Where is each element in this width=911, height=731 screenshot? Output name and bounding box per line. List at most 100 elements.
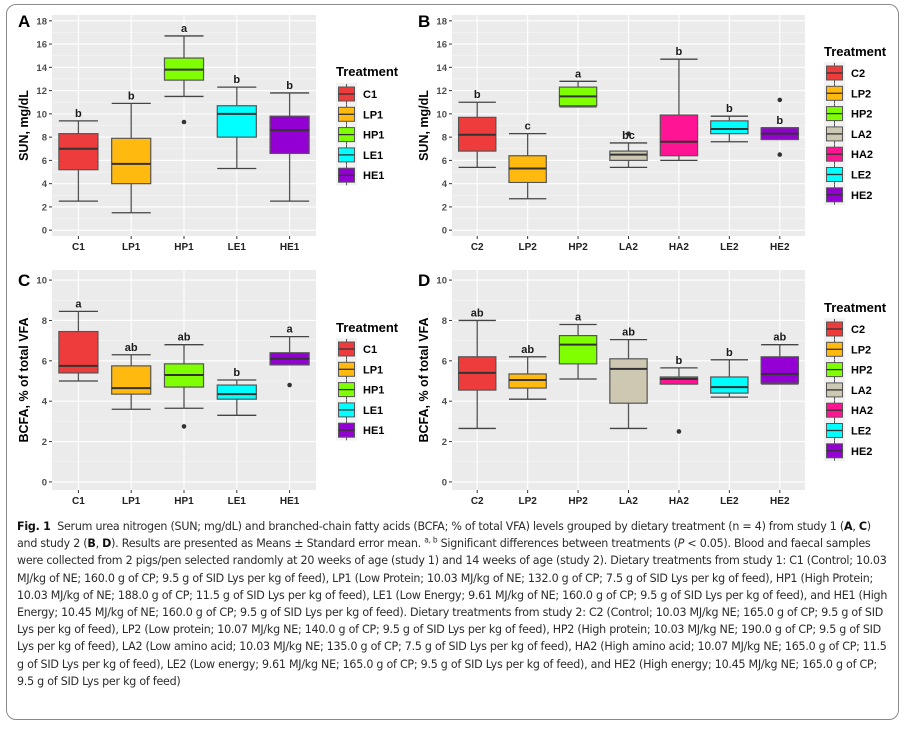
box-he2: ab (760, 332, 800, 385)
legend-item-lp2: LP2 (826, 83, 871, 104)
legend-item-label: LP2 (851, 88, 871, 100)
legend-item-label: C2 (851, 324, 865, 336)
panel-letter: A (18, 12, 30, 31)
box-iqr (111, 365, 152, 395)
legend-item-label: HP2 (851, 365, 872, 377)
y-tick-label: 10 (436, 109, 447, 120)
panel-b: 0 2 4 6 8 10 12 14 16 18 C2 LP2 HP2 LA2 HA2 LE2 HE2 B SUN,… (417, 12, 887, 253)
legend-item-hp1: HP1 (338, 124, 384, 145)
significance-letter: c (525, 121, 531, 133)
y-tick-label: 6 (442, 156, 447, 167)
legend-item-label: HP1 (363, 385, 384, 397)
legend-item-label: HE1 (363, 170, 384, 182)
significance-letter: a (287, 324, 294, 336)
box-c2: b (457, 89, 497, 169)
x-tick-label: C1 (72, 242, 85, 253)
y-tick-label: 6 (42, 156, 47, 167)
caption-bold-a: A (843, 520, 853, 533)
legend-item-he2: HE2 (826, 440, 872, 461)
box-la2: ab (609, 327, 648, 430)
legend-title: Treatment (336, 64, 399, 79)
significance-letter: ab (471, 307, 484, 319)
legend-item-ha2: HA2 (826, 144, 873, 165)
legend-item-la2: LA2 (826, 379, 872, 400)
y-tick-label: 0 (42, 226, 47, 237)
legend-item-c2: C2 (826, 63, 865, 83)
box-le2: b (710, 347, 749, 398)
y-axis-label: SUN, mg/dL (417, 90, 431, 161)
legend-item-hp2: HP2 (826, 103, 872, 124)
legend-item-label: C2 (851, 68, 865, 80)
box-le2: b (710, 103, 749, 143)
significance-letter: a (181, 23, 188, 35)
legend-item-label: HE2 (851, 446, 872, 458)
x-tick-label: LP2 (518, 242, 537, 253)
caption-label: Fig. 1 (17, 520, 51, 533)
x-tick-label: C2 (471, 496, 484, 507)
outlier-point (676, 429, 682, 434)
box-hp1: ab (163, 332, 205, 429)
y-tick-label: 8 (442, 316, 447, 327)
caption-text-3: ). Results are presented as Means ± Stan… (111, 537, 425, 551)
y-tick-label: 8 (442, 133, 447, 144)
significance-letter: b (474, 89, 481, 101)
x-tick-label: LA2 (619, 242, 638, 253)
legend-item-label: HE1 (363, 425, 384, 437)
x-tick-label: HP2 (568, 242, 588, 253)
significance-letter: ab (521, 344, 534, 356)
y-tick-label: 2 (442, 202, 447, 213)
box-c1: a (58, 298, 99, 382)
y-tick-label: 18 (436, 16, 447, 27)
significance-letter: a (575, 68, 582, 80)
x-tick-label: LE1 (228, 496, 247, 507)
legend-item-label: LP1 (363, 109, 383, 121)
legend-item-label: LE2 (851, 426, 871, 438)
caption-bold-c: C (858, 520, 867, 533)
x-tick-label: LP1 (122, 496, 141, 507)
legend-title: Treatment (824, 300, 887, 315)
legend-item-le2: LE2 (826, 420, 871, 441)
significance-letter: b (233, 367, 240, 379)
y-tick-label: 12 (36, 86, 47, 97)
legend-item-la2: LA2 (826, 123, 872, 144)
box-iqr (710, 120, 749, 135)
panel-letter: C (18, 271, 30, 290)
box-iqr (508, 373, 547, 389)
y-tick-label: 0 (42, 477, 47, 488)
caption-bold-b: B (87, 537, 96, 551)
y-tick-label: 0 (442, 477, 447, 488)
y-tick-label: 16 (436, 40, 447, 51)
x-tick-label: LP1 (122, 242, 141, 253)
box-le1: b (216, 74, 257, 170)
y-tick-label: 10 (36, 276, 47, 287)
significance-letter: ab (773, 332, 786, 344)
y-tick-label: 8 (42, 316, 47, 327)
y-tick-label: 4 (442, 397, 448, 408)
x-tick-label: C1 (72, 496, 85, 507)
significance-letter: ab (622, 327, 635, 339)
x-tick-label: LE2 (720, 496, 739, 507)
legend: Treatment C1 LP1 HP1 LE1 HE1 (336, 64, 399, 186)
caption-text-1: Serum urea nitrogen (SUN; mg/dL) and bra… (57, 520, 844, 533)
x-tick-label: HE2 (770, 496, 790, 507)
significance-letter: b (726, 103, 733, 115)
legend-item-label: C1 (363, 89, 377, 101)
outlier-point (181, 424, 187, 429)
outlier-point (777, 152, 783, 157)
legend-title: Treatment (336, 320, 399, 335)
caption-sep: , (95, 537, 103, 551)
significance-letter: b (776, 115, 783, 127)
legend-item-he1: HE1 (338, 420, 384, 441)
y-axis-label: SUN, mg/dL (17, 90, 31, 161)
y-tick-label: 4 (442, 179, 448, 190)
box-iqr (659, 114, 699, 157)
box-lp1: ab (111, 342, 152, 410)
legend-item-le1: LE1 (338, 399, 383, 420)
legend-item-hp2: HP2 (826, 359, 872, 380)
x-tick-label: HP2 (568, 496, 588, 507)
box-iqr (216, 384, 257, 400)
legend-item-label: LP2 (851, 344, 871, 356)
y-tick-label: 4 (42, 397, 48, 408)
box-hp2: a (558, 68, 598, 108)
significance-letter: b (726, 347, 733, 359)
